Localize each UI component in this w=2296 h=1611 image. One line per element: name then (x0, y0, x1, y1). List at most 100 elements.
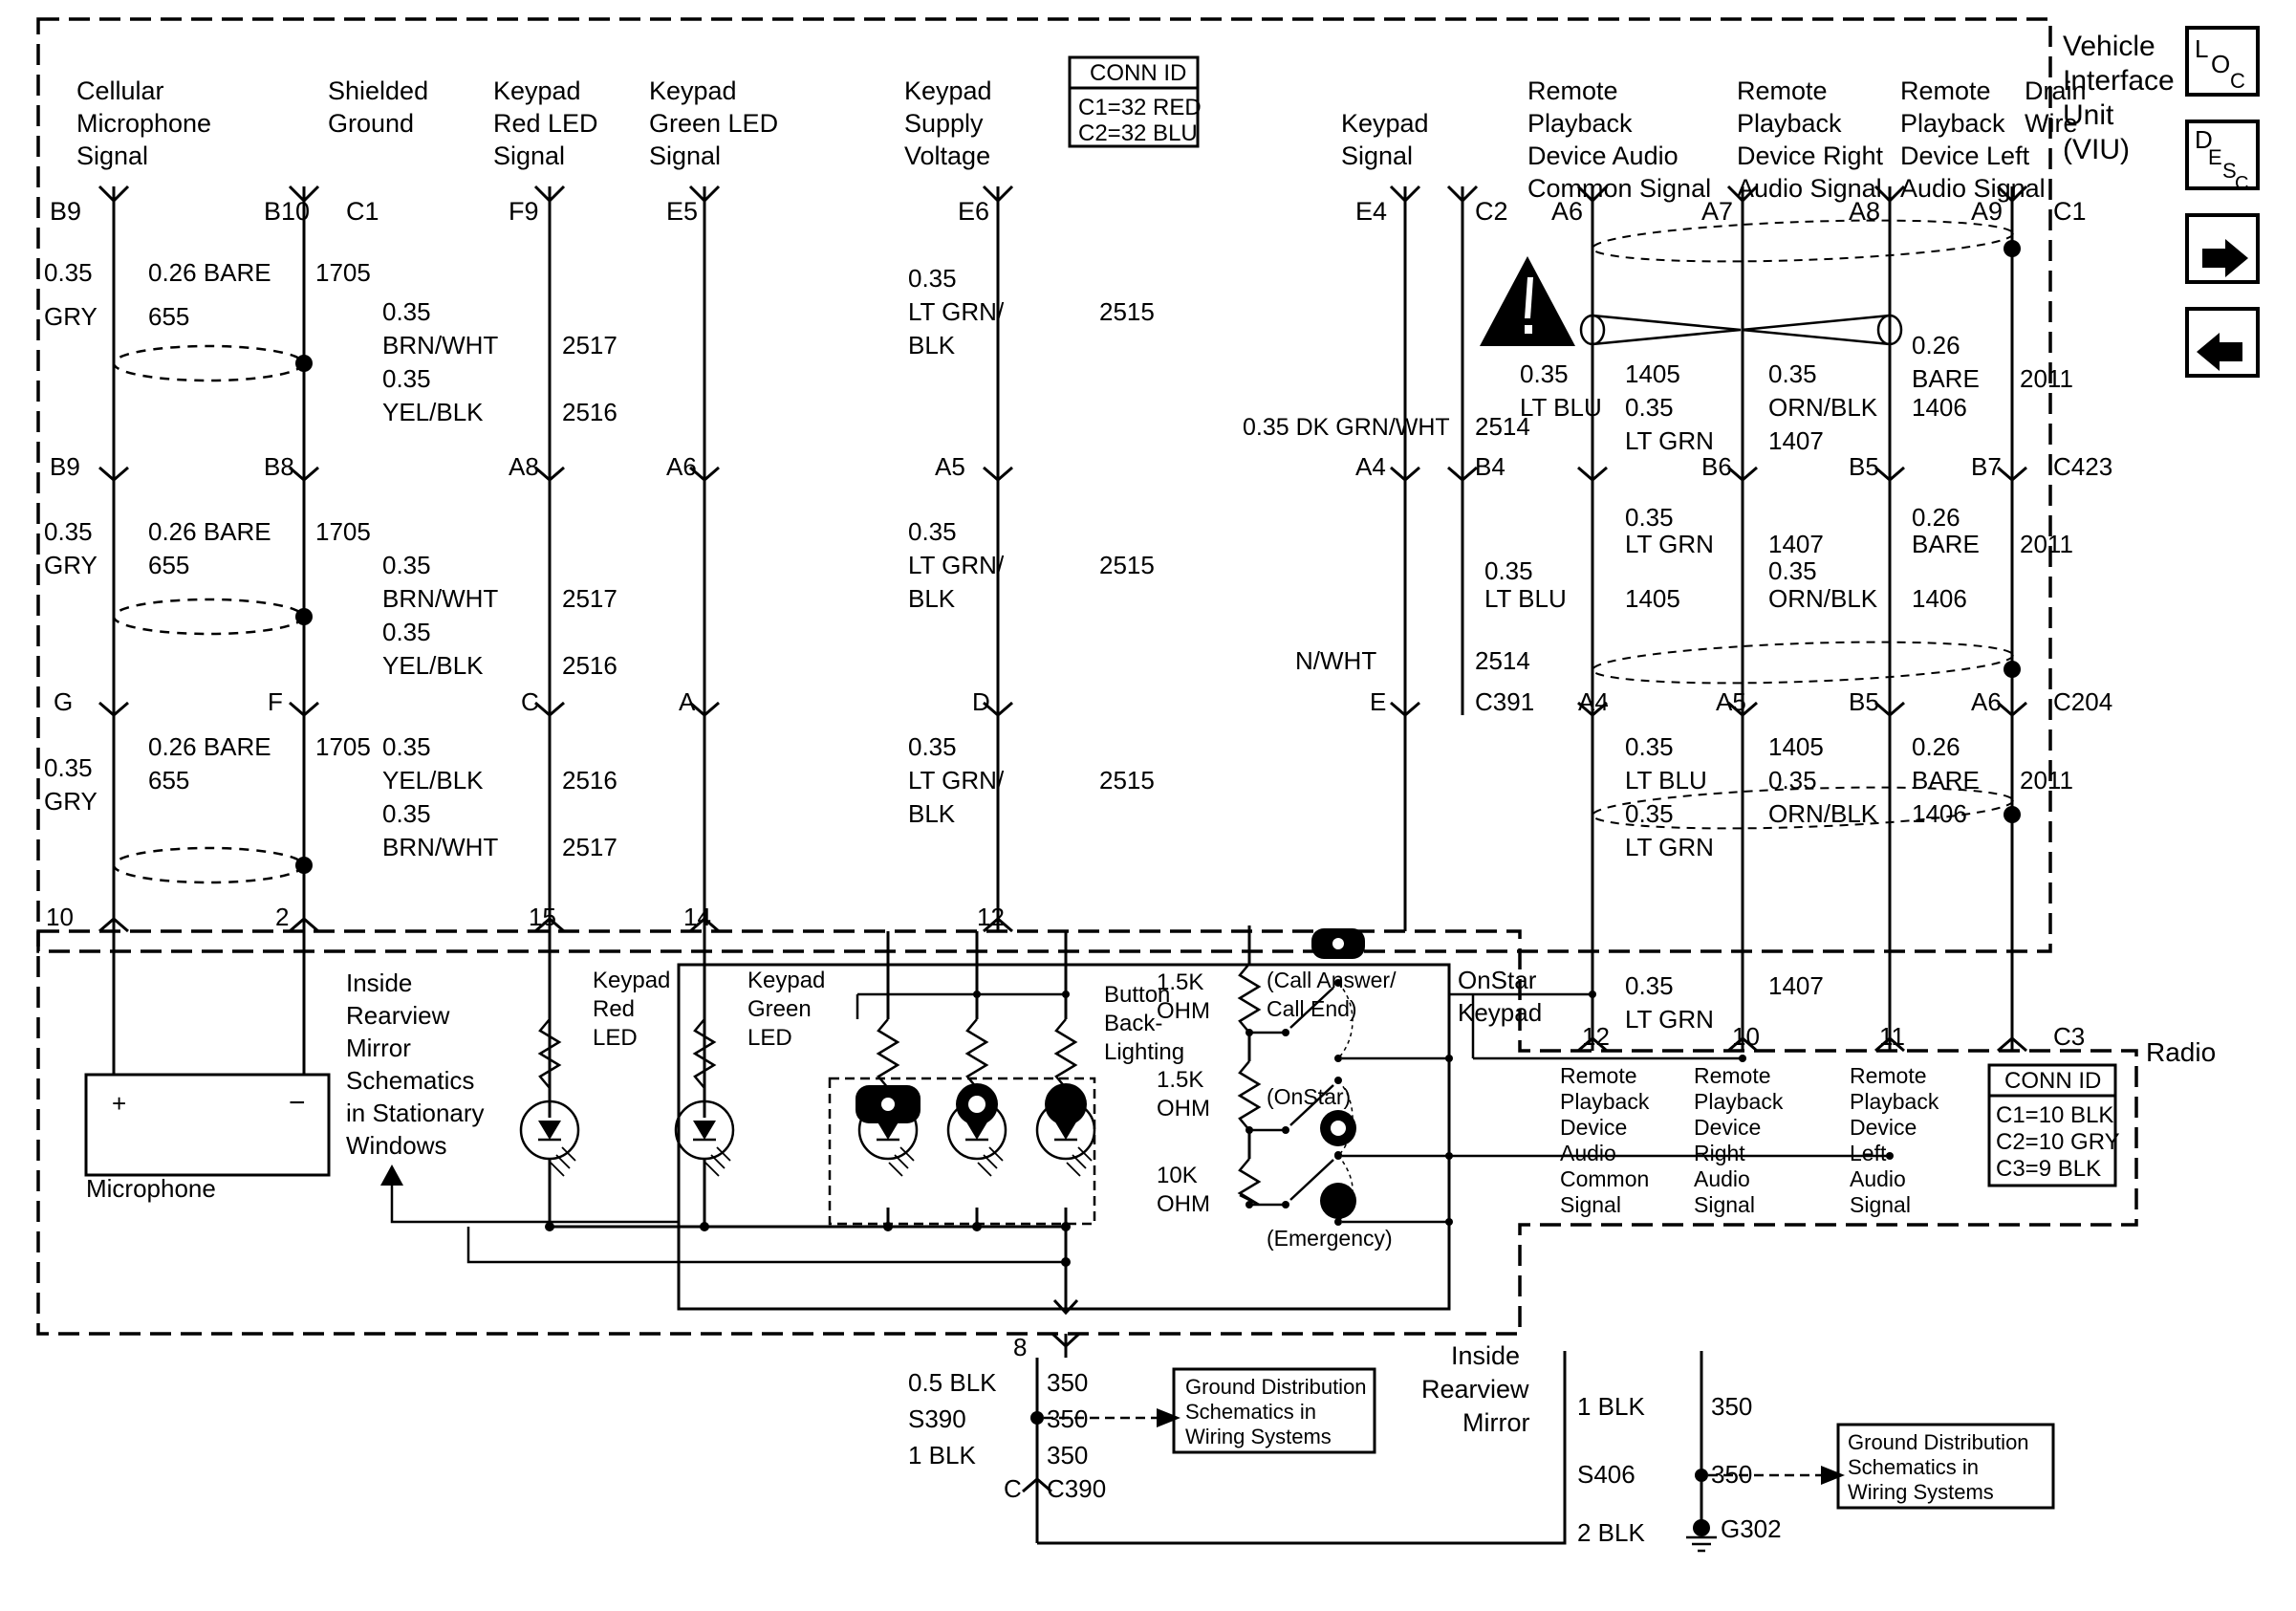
svg-text:Ground Distribution: Ground Distribution (1848, 1430, 2029, 1454)
svg-text:Remote: Remote (1694, 1063, 1771, 1088)
svg-text:Audio: Audio (1694, 1166, 1750, 1191)
svg-text:ORN/BLK: ORN/BLK (1768, 584, 1878, 613)
svg-text:14: 14 (683, 903, 711, 931)
svg-text:C1: C1 (346, 197, 379, 226)
svg-text:(Call Answer/: (Call Answer/ (1267, 968, 1397, 992)
svg-text:10: 10 (46, 903, 74, 931)
svg-text:Device: Device (1850, 1115, 1917, 1140)
svg-text:Lighting: Lighting (1104, 1039, 1184, 1065)
svg-text:2011: 2011 (2020, 530, 2073, 558)
svg-text:S390: S390 (908, 1404, 966, 1433)
svg-text:BARE: BARE (1912, 364, 1980, 393)
svg-text:LED: LED (593, 1025, 638, 1051)
svg-text:0.35 DK GRN/WHT: 0.35 DK GRN/WHT (1243, 414, 1450, 441)
svg-text:LT GRN/: LT GRN/ (908, 297, 1005, 326)
svg-text:A4: A4 (1578, 687, 1609, 716)
svg-text:Left: Left (1850, 1141, 1887, 1165)
svg-text:2515: 2515 (1099, 766, 1155, 795)
svg-text:2517: 2517 (562, 331, 617, 359)
svg-text:BRN/WHT: BRN/WHT (382, 584, 498, 613)
svg-text:Green LED: Green LED (649, 109, 778, 138)
svg-text:B4: B4 (1475, 452, 1505, 481)
svg-text:OHM: OHM (1157, 1191, 1210, 1217)
svg-text:A6: A6 (666, 452, 697, 481)
svg-text:Keypad: Keypad (1341, 109, 1429, 138)
svg-text:Signal: Signal (1850, 1192, 1911, 1217)
svg-text:LT GRN/: LT GRN/ (908, 766, 1005, 795)
svg-text:B8: B8 (264, 452, 294, 481)
svg-text:C390: C390 (1047, 1474, 1106, 1503)
svg-text:Vehicle: Vehicle (2063, 31, 2155, 62)
svg-text:A5: A5 (935, 452, 965, 481)
svg-text:12: 12 (1582, 1022, 1610, 1051)
svg-text:1406: 1406 (1912, 584, 1967, 613)
svg-text:S406: S406 (1577, 1460, 1635, 1489)
svg-text:Playback: Playback (1527, 109, 1633, 138)
svg-text:Audio: Audio (1850, 1166, 1906, 1191)
svg-text:0.35: 0.35 (908, 732, 957, 761)
svg-text:Red LED: Red LED (493, 109, 598, 138)
svg-text:0.35: 0.35 (44, 753, 93, 782)
svg-text:Playback: Playback (1900, 109, 2005, 138)
svg-text:E: E (2208, 145, 2222, 169)
svg-text:Common: Common (1560, 1166, 1649, 1191)
svg-text:0.35: 0.35 (908, 517, 957, 546)
svg-text:B9: B9 (50, 452, 80, 481)
svg-text:350: 350 (1711, 1392, 1752, 1421)
svg-text:0.26 BARE: 0.26 BARE (148, 517, 271, 546)
svg-text:1705: 1705 (315, 258, 371, 287)
svg-text:CONN ID: CONN ID (2004, 1068, 2101, 1094)
svg-text:0.35: 0.35 (44, 258, 93, 287)
svg-text:CONN ID: CONN ID (1090, 60, 1186, 86)
svg-text:B5: B5 (1849, 452, 1879, 481)
svg-text:Signal: Signal (76, 142, 148, 170)
svg-text:Device Left: Device Left (1900, 142, 2030, 170)
svg-text:LT BLU: LT BLU (1520, 393, 1602, 422)
svg-text:E6: E6 (958, 197, 989, 226)
svg-text:E: E (1370, 687, 1386, 716)
svg-text:GRY: GRY (44, 302, 97, 331)
svg-text:ORN/BLK: ORN/BLK (1768, 393, 1878, 422)
svg-text:Wiring Systems: Wiring Systems (1185, 1425, 1332, 1448)
svg-text:BLK: BLK (908, 331, 956, 359)
svg-text:A8: A8 (509, 452, 539, 481)
svg-text:0.35: 0.35 (382, 551, 431, 579)
svg-text:0.35: 0.35 (44, 517, 93, 546)
svg-text:Cellular: Cellular (76, 76, 164, 105)
svg-text:0.26 BARE: 0.26 BARE (148, 732, 271, 761)
svg-text:C: C (1004, 1474, 1022, 1503)
svg-text:Rearview: Rearview (1421, 1375, 1529, 1404)
svg-text:Wiring Systems: Wiring Systems (1848, 1480, 1994, 1504)
svg-text:350: 350 (1047, 1441, 1088, 1469)
svg-text:Microphone: Microphone (76, 109, 211, 138)
svg-text:(Emergency): (Emergency) (1267, 1226, 1393, 1251)
svg-text:✦: ✦ (1331, 1195, 1343, 1211)
svg-text:Signal: Signal (649, 142, 721, 170)
svg-text:OHM: OHM (1157, 1096, 1210, 1121)
svg-text:C204: C204 (2053, 687, 2112, 716)
svg-text:Windows: Windows (346, 1131, 446, 1160)
svg-text:0.5 BLK: 0.5 BLK (908, 1368, 997, 1397)
svg-text:C3: C3 (2053, 1022, 2085, 1051)
svg-text:Supply: Supply (904, 109, 984, 138)
svg-text:655: 655 (148, 766, 189, 795)
svg-text:(OnStar): (OnStar) (1267, 1084, 1351, 1109)
svg-text:GRY: GRY (44, 787, 97, 816)
svg-text:1705: 1705 (315, 517, 371, 546)
svg-text:Audio: Audio (1560, 1141, 1616, 1165)
svg-text:Keypad: Keypad (904, 76, 992, 105)
svg-text:1.5K: 1.5K (1157, 1067, 1203, 1093)
svg-text:0.35: 0.35 (1625, 971, 1674, 1000)
svg-text:Remote: Remote (1737, 76, 1828, 105)
svg-text:0.26: 0.26 (1912, 732, 1960, 761)
svg-text:0.35: 0.35 (382, 364, 431, 393)
svg-text:Signal: Signal (1341, 142, 1413, 170)
svg-text:Schematics in: Schematics in (1848, 1455, 1979, 1479)
svg-text:2516: 2516 (562, 651, 617, 680)
svg-text:Schematics: Schematics (346, 1066, 474, 1095)
svg-text:2514: 2514 (1475, 646, 1530, 675)
svg-text:(VIU): (VIU) (2063, 134, 2130, 165)
svg-text:Remote: Remote (1560, 1063, 1637, 1088)
svg-text:B5: B5 (1849, 687, 1879, 716)
svg-text:0.35: 0.35 (1625, 503, 1674, 532)
